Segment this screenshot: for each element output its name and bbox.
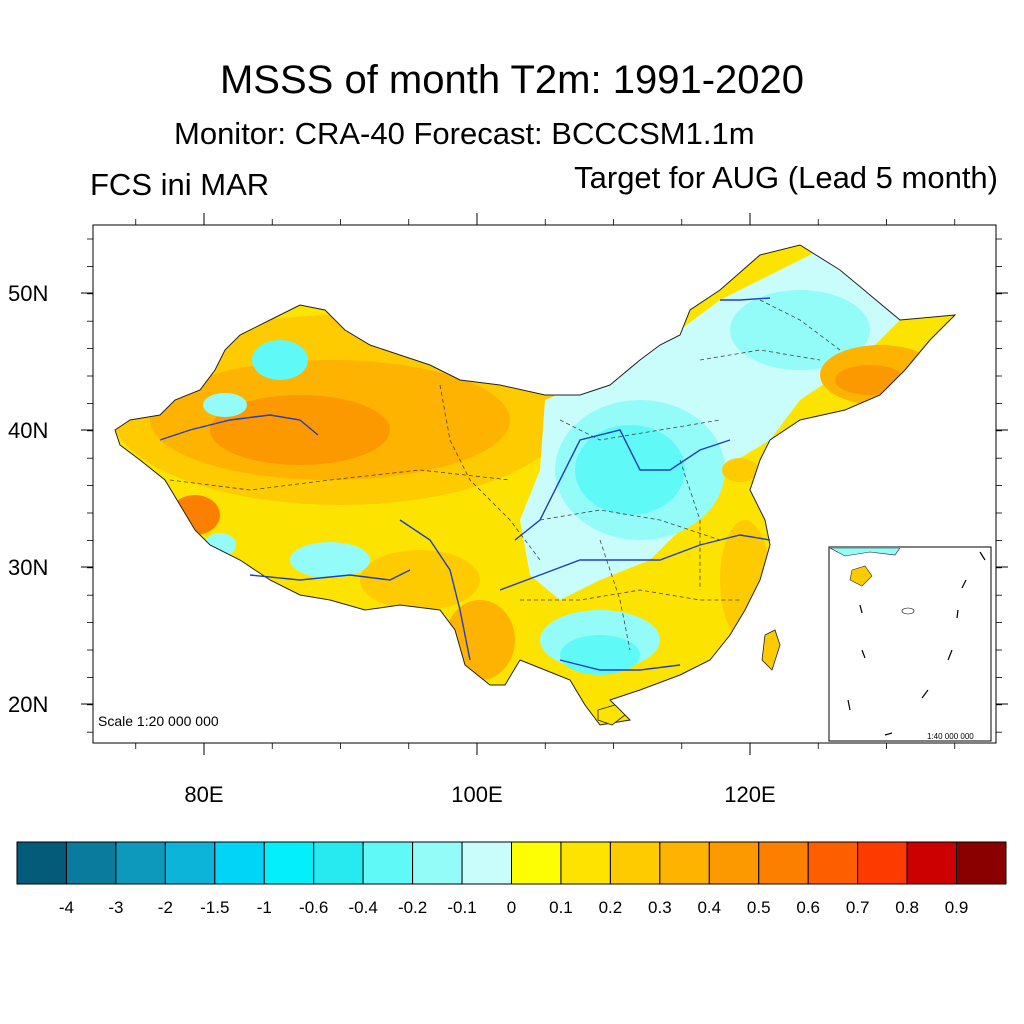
colorbar-swatch — [362, 841, 414, 885]
colorbar-swatch — [659, 841, 710, 885]
colorbar-label: -0.4 — [348, 898, 378, 917]
colorbar-label: -4 — [58, 898, 74, 917]
lat-ticks — [81, 292, 1008, 705]
colorbar-swatch — [461, 841, 512, 885]
colorbar-label: 0.8 — [895, 898, 919, 917]
colorbar-swatch — [164, 841, 216, 885]
lat-label-30n: 30N — [8, 555, 49, 580]
chart-title: MSSS of month T2m: 1991-2020 — [219, 58, 805, 102]
chart-subtitle: Monitor: CRA-40 Forecast: BCCCSM1.1m — [174, 116, 755, 151]
colorbar-swatch — [214, 841, 265, 885]
colorbar-label: 0.6 — [796, 898, 820, 917]
colorbar-label: 0.1 — [549, 898, 573, 917]
colorbar-label: 0.9 — [944, 898, 969, 917]
colorbar-swatch — [956, 841, 1007, 885]
colorbar-swatch — [807, 841, 859, 885]
taiwan-island — [761, 629, 781, 671]
lat-label-40n: 40N — [8, 418, 49, 443]
rivers — [159, 297, 771, 671]
lon-label-80e: 80E — [184, 782, 224, 807]
colorbar-label: -2 — [157, 898, 173, 917]
lat-label-20n: 20N — [8, 692, 49, 717]
colorbar-swatch — [16, 841, 67, 885]
minor-ticks — [87, 219, 1002, 749]
target-label: Target for AUG (Lead 5 month) — [574, 160, 998, 195]
colorbar-swatch — [115, 841, 166, 885]
hainan-island — [597, 704, 626, 726]
colorbar-swatch — [906, 841, 958, 885]
colorbar-label: -0.6 — [299, 898, 329, 917]
colorbar-swatch — [708, 841, 760, 885]
colorbar-label: 0 — [506, 898, 517, 917]
colorbar-label: 0.3 — [648, 898, 672, 917]
colorbar-swatch — [857, 841, 908, 885]
colorbar-label: 0.7 — [845, 898, 870, 917]
init-month-label: FCS ini MAR — [90, 167, 270, 202]
colorbar-label: -0.2 — [397, 898, 428, 917]
colorbar-label: -0.1 — [447, 898, 477, 917]
inset-scale-label: 1:40 000 000 — [927, 732, 974, 741]
map-scale-label: Scale 1:20 000 000 — [98, 713, 219, 729]
colorbar-swatch — [560, 841, 611, 885]
colorbar-label: 0.5 — [746, 898, 771, 917]
colorbar-label: -1.5 — [200, 898, 230, 917]
country-border — [114, 244, 957, 726]
lon-label-100e: 100E — [451, 782, 503, 807]
colorbar-swatch — [758, 841, 809, 885]
colorbar-swatch — [412, 841, 463, 885]
colorbar-label: 0.4 — [697, 898, 722, 917]
lat-label-50n: 50N — [8, 281, 49, 306]
colorbar-swatch — [65, 841, 117, 885]
south-china-sea-inset: 1:40 000 000 — [828, 546, 992, 742]
colorbar-swatch — [313, 841, 364, 885]
lon-label-120e: 120E — [724, 782, 776, 807]
colorbar-label: -3 — [108, 898, 124, 917]
colorbar-swatch — [511, 841, 562, 885]
colorbar-swatch — [263, 841, 315, 885]
colorbar-swatch — [609, 841, 661, 885]
colorbar — [16, 841, 1007, 885]
colorbar-label: -1 — [256, 898, 272, 917]
colorbar-label: 0.2 — [598, 898, 623, 917]
